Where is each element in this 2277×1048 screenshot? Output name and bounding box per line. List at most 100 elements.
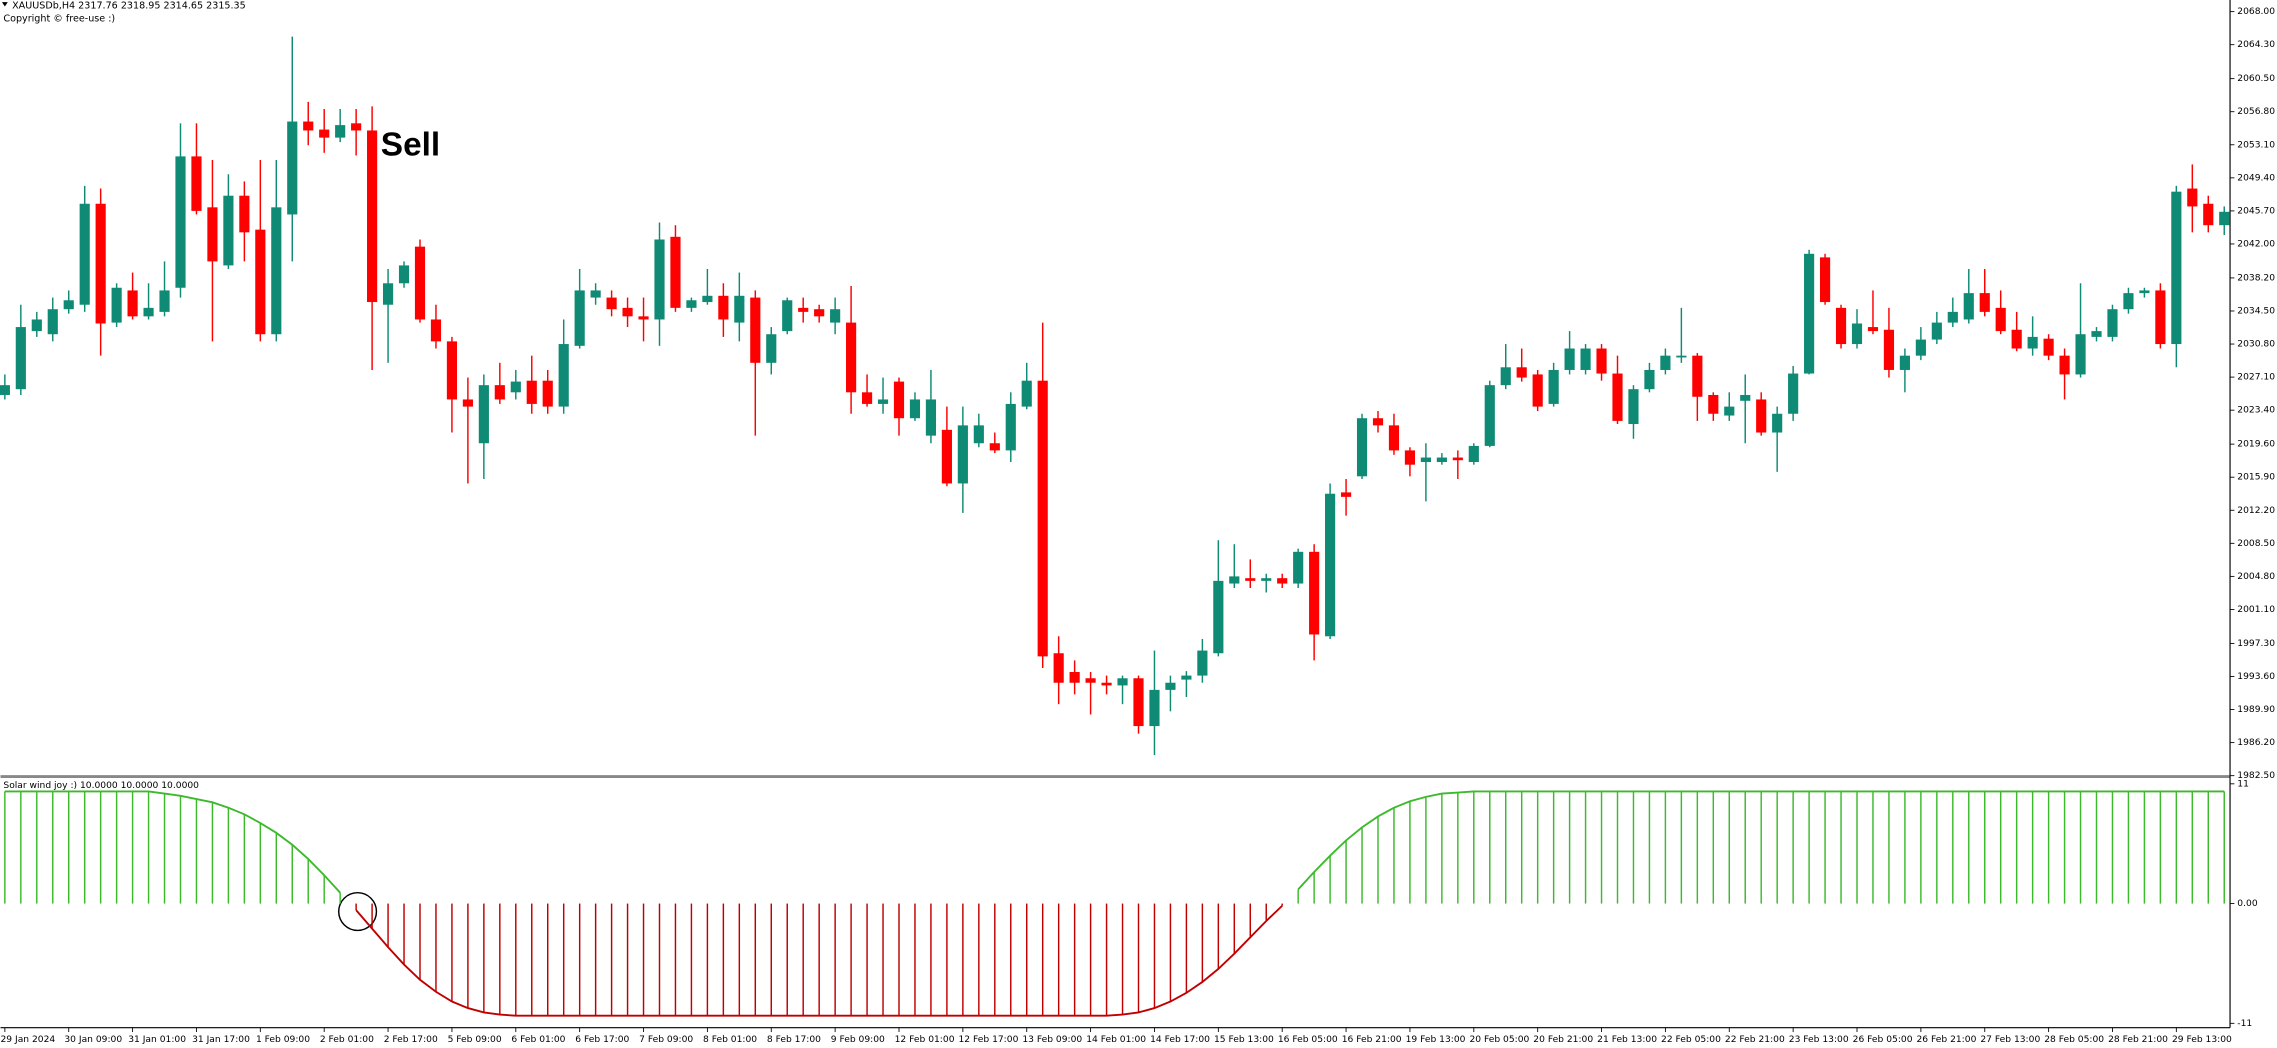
candle-body — [1772, 413, 1783, 433]
candle-body — [1229, 576, 1240, 584]
candle-body — [1213, 580, 1224, 654]
x-tick-label: 27 Feb 13:00 — [1980, 1035, 2040, 1045]
candle-body — [1309, 551, 1320, 635]
x-tick-label: 8 Feb 17:00 — [767, 1035, 821, 1045]
candle-body — [861, 392, 873, 404]
candle-body — [1261, 578, 1272, 581]
candle-body — [1580, 348, 1591, 370]
candle-body — [287, 121, 298, 215]
candle-body — [430, 319, 442, 342]
copyright: Copyright © free-use :) — [3, 13, 115, 24]
y-tick-label: 11 — [2237, 779, 2249, 789]
x-tick-label: 8 Feb 01:00 — [703, 1035, 757, 1045]
candle-body — [622, 307, 633, 317]
highlight-circle — [337, 891, 378, 932]
x-tick-label: 20 Feb 21:00 — [1533, 1035, 1593, 1045]
candle-body — [2027, 336, 2038, 349]
candle-body — [351, 123, 362, 131]
y-tick-label: 2038.20 — [2237, 273, 2275, 283]
candle-body — [1963, 293, 1974, 320]
x-tick-label: 1 Feb 09:00 — [256, 1035, 310, 1045]
candle-body — [207, 207, 218, 262]
candle-body — [702, 295, 713, 303]
y-tick-label: 2053.10 — [2237, 140, 2275, 150]
indicator-line — [355, 905, 1283, 1017]
y-tick-label: 2064.30 — [2237, 40, 2275, 50]
candle-body — [1628, 389, 1639, 425]
y-tick-label: 2023.40 — [2237, 406, 2275, 416]
candle-body — [47, 309, 58, 335]
candle-body — [1356, 418, 1368, 477]
candle-body — [175, 156, 186, 288]
candle-body — [111, 287, 122, 323]
candle-body — [1293, 551, 1304, 584]
candle-body — [2155, 290, 2166, 345]
candle-body — [127, 290, 138, 317]
candle-body — [271, 207, 282, 335]
candle-body — [1756, 399, 1767, 433]
x-tick-label: 15 Feb 13:00 — [1214, 1035, 1274, 1045]
candle-body — [1564, 348, 1575, 370]
candle-body — [2139, 290, 2150, 294]
x-tick-label: 9 Feb 09:00 — [831, 1035, 885, 1045]
candle-body — [223, 195, 234, 266]
candle-body — [1804, 253, 1815, 374]
candle-body — [1947, 311, 1958, 323]
x-tick-label: 16 Feb 21:00 — [1342, 1035, 1402, 1045]
candle-body — [1053, 653, 1064, 683]
indicator-line — [1297, 790, 2225, 891]
y-tick-label: 1997.30 — [2237, 639, 2275, 649]
x-tick-label: 12 Feb 17:00 — [959, 1035, 1019, 1045]
candle-body — [510, 381, 521, 393]
y-tick-label: 2008.50 — [2237, 539, 2275, 549]
candle-body — [1724, 406, 1735, 416]
x-tick-label: 19 Feb 13:00 — [1406, 1035, 1466, 1045]
dropdown-icon[interactable] — [1, 2, 8, 7]
candle-body — [31, 319, 42, 332]
candle-body — [1404, 450, 1416, 465]
x-tick-label: 26 Feb 21:00 — [1917, 1035, 1977, 1045]
candle-body — [1101, 682, 1112, 686]
candle-body — [1037, 380, 1048, 657]
y-tick-label: 1982.50 — [2237, 771, 2275, 781]
x-tick-label: 13 Feb 09:00 — [1022, 1035, 1082, 1045]
candle-body — [2091, 331, 2102, 337]
candle-body — [766, 334, 777, 363]
candle-body — [319, 129, 330, 138]
candle-body — [1532, 374, 1543, 407]
y-tick-label: 2019.60 — [2237, 440, 2275, 450]
y-tick-label: 2004.80 — [2237, 572, 2275, 582]
candle-body — [2123, 293, 2134, 310]
candle-body — [1995, 307, 2006, 332]
candle-body — [1979, 293, 1990, 312]
candle-body — [239, 195, 250, 233]
y-tick-label: 2056.80 — [2237, 107, 2275, 117]
x-tick-label: 31 Jan 17:00 — [192, 1035, 250, 1045]
candle-body — [846, 322, 857, 393]
x-tick-label: 6 Feb 01:00 — [511, 1035, 565, 1045]
x-tick-label: 16 Feb 05:00 — [1278, 1035, 1338, 1045]
candle-body — [1851, 323, 1863, 345]
candle-body — [79, 203, 90, 305]
candle-body — [590, 290, 601, 298]
candle-body — [1931, 322, 1942, 340]
candle-body — [1149, 689, 1160, 727]
x-tick-label: 28 Feb 21:00 — [2108, 1035, 2168, 1045]
candle-body — [2059, 355, 2070, 375]
x-tick-label: 30 Jan 09:00 — [64, 1035, 122, 1045]
x-tick-label: 22 Feb 05:00 — [1661, 1035, 1721, 1045]
candle-body — [798, 307, 809, 312]
y-tick-label: 2049.40 — [2237, 173, 2275, 183]
candle-body — [718, 295, 729, 320]
y-tick-label: 1986.20 — [2237, 738, 2275, 748]
candle-body — [1197, 650, 1208, 676]
candle-body — [1596, 348, 1607, 374]
candle-body — [925, 399, 937, 436]
candle-body — [574, 290, 585, 346]
candle-body — [303, 121, 314, 131]
candle-body — [462, 399, 473, 407]
candle-body — [814, 309, 825, 317]
candle-body — [446, 341, 458, 400]
candle-body — [830, 309, 841, 323]
candle-body — [1436, 457, 1447, 463]
